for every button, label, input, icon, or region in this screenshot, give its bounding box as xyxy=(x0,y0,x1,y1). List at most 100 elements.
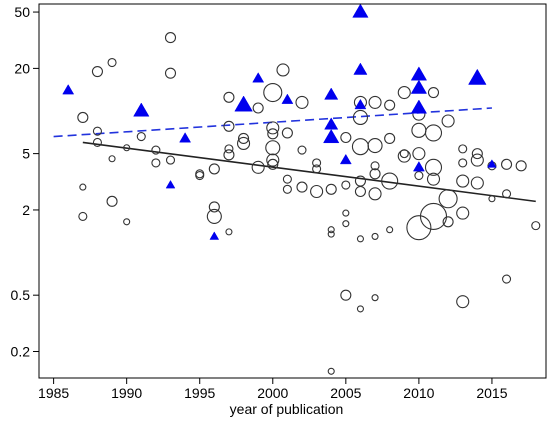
circle-point xyxy=(340,289,352,301)
circle-point xyxy=(310,184,324,199)
circle-point xyxy=(208,163,220,175)
triangle-point xyxy=(353,62,368,75)
triangle-point xyxy=(487,159,497,168)
x-tick-label: 2000 xyxy=(257,385,288,401)
data-marks xyxy=(62,3,541,375)
circle-point xyxy=(164,67,177,79)
circle-point xyxy=(327,367,335,375)
triangle-point xyxy=(281,93,294,104)
y-tick-label: 20 xyxy=(14,60,30,76)
circle-point xyxy=(368,95,382,109)
circle-point xyxy=(470,153,484,167)
triangle-point xyxy=(412,161,425,172)
circle-point xyxy=(456,295,470,309)
circle-point xyxy=(470,176,484,190)
circle-point xyxy=(412,147,426,161)
y-tick-label: 0.5 xyxy=(11,287,31,303)
y-tick-label: 50 xyxy=(14,4,30,20)
circle-point xyxy=(106,195,118,207)
triangle-point xyxy=(133,102,150,117)
solid-trend-line xyxy=(82,141,536,203)
circle-point xyxy=(151,145,161,155)
y-tick-label: 5 xyxy=(22,146,30,162)
circle-point xyxy=(312,164,322,174)
circle-point xyxy=(266,153,280,167)
circle-point xyxy=(251,160,265,174)
triangle-point xyxy=(410,99,428,114)
circle-point xyxy=(515,160,527,172)
circle-point xyxy=(369,168,381,180)
circle-point xyxy=(267,158,279,170)
circle-point xyxy=(92,126,102,136)
circle-point xyxy=(381,172,399,190)
y-tick-label: 0.2 xyxy=(11,344,31,360)
circle-point xyxy=(151,158,161,168)
x-axis-title: year of publication xyxy=(230,401,344,417)
y-tick-label: 2 xyxy=(22,202,30,218)
x-tick-label: 1990 xyxy=(111,385,142,401)
circle-point xyxy=(427,87,440,99)
circle-point xyxy=(502,189,512,199)
circle-point xyxy=(282,184,292,194)
circle-point xyxy=(276,63,290,77)
circle-point xyxy=(351,138,369,156)
x-tick-label: 2015 xyxy=(476,385,507,401)
triangle-point xyxy=(62,84,75,95)
circle-point xyxy=(371,294,379,302)
circle-point xyxy=(223,149,235,161)
circle-point xyxy=(342,220,350,228)
circle-point xyxy=(340,131,352,144)
circle-point xyxy=(91,65,103,78)
circle-point xyxy=(225,228,233,236)
circle-point xyxy=(399,149,409,159)
triangle-point xyxy=(324,87,339,100)
circle-point xyxy=(341,180,351,190)
x-tick-label: 2005 xyxy=(330,385,361,401)
circle-point xyxy=(424,158,443,176)
circle-point xyxy=(267,128,279,140)
circle-point xyxy=(442,216,454,228)
x-tick-label: 1985 xyxy=(38,385,69,401)
circle-point xyxy=(237,136,251,150)
circle-point xyxy=(384,132,396,144)
triangle-point xyxy=(468,68,487,85)
circle-point xyxy=(238,132,250,144)
circle-point xyxy=(458,158,468,168)
circle-point xyxy=(502,274,512,284)
triangle-point xyxy=(234,95,253,112)
circle-point xyxy=(206,208,222,224)
circle-point xyxy=(352,109,368,126)
circle-point xyxy=(501,158,513,170)
circle-point xyxy=(123,218,131,226)
circle-point xyxy=(424,124,443,142)
triangle-point xyxy=(324,117,339,130)
circle-point xyxy=(371,232,379,240)
circle-point xyxy=(386,226,394,234)
plot-frame xyxy=(38,3,547,379)
circle-point xyxy=(325,183,337,195)
circle-point xyxy=(79,183,87,191)
circle-point xyxy=(356,235,364,243)
circle-point xyxy=(282,174,292,184)
circle-point xyxy=(266,121,280,135)
circle-point xyxy=(295,95,309,109)
circle-point xyxy=(223,91,235,103)
circle-point xyxy=(397,86,411,100)
circle-point xyxy=(368,187,382,201)
circle-point xyxy=(426,172,441,186)
circle-point xyxy=(354,185,366,198)
circle-point xyxy=(296,181,308,193)
y-axis-ticks: 0.2 0.5 2 5 20 50 xyxy=(11,4,39,360)
circle-point xyxy=(223,120,235,132)
circle-point xyxy=(419,202,448,230)
circle-point xyxy=(208,201,220,213)
circle-point xyxy=(297,145,307,155)
circle-point xyxy=(406,215,432,241)
circle-point xyxy=(488,195,496,203)
circle-point xyxy=(281,127,293,139)
circle-point xyxy=(195,170,205,181)
circle-point xyxy=(136,131,146,142)
triangle-point xyxy=(165,180,176,189)
circle-point xyxy=(327,230,335,238)
circle-point xyxy=(384,99,396,111)
